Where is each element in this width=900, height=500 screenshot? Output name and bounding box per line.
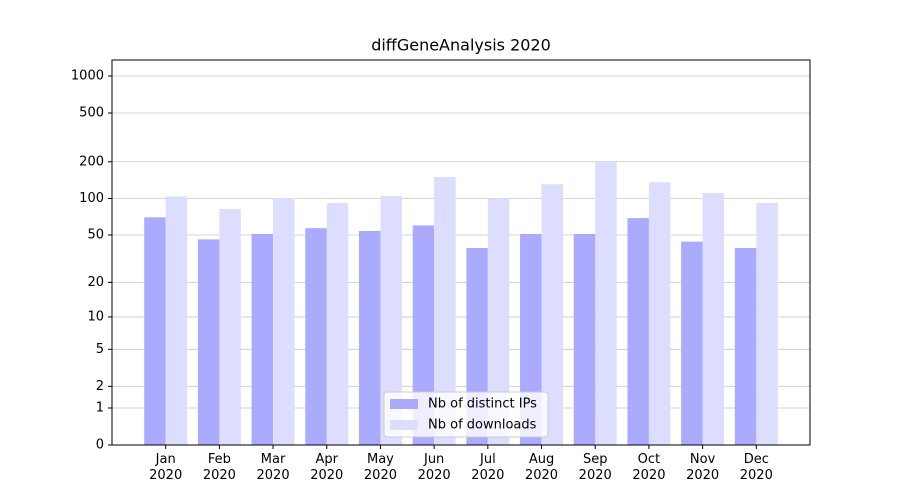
bar (648, 182, 671, 445)
x-tick-label: Jun 2020 (417, 452, 451, 483)
y-tick-label: 500 (79, 105, 104, 120)
bar (756, 202, 778, 445)
legend-box (383, 391, 549, 438)
bar (380, 195, 402, 445)
bar (219, 208, 241, 445)
bar (273, 197, 295, 445)
y-tick-label: 1000 (71, 69, 104, 84)
bar (165, 196, 188, 445)
bar (434, 177, 456, 445)
legend-swatch (390, 399, 418, 409)
bar (305, 228, 327, 445)
y-tick-label: 200 (79, 154, 104, 169)
bar (627, 218, 649, 445)
bar (702, 192, 725, 445)
y-tick-label: 20 (87, 275, 104, 290)
legend: Nb of distinct IPs Nb of downloads (383, 391, 549, 438)
x-tick-label: Sep 2020 (578, 452, 612, 483)
y-tick-label: 0 (96, 438, 104, 453)
y-tick-label: 2 (96, 379, 104, 394)
x-tick-label: Mar 2020 (256, 452, 290, 483)
bar (358, 230, 381, 445)
bar (412, 225, 435, 445)
x-tick-label: Apr 2020 (310, 452, 344, 483)
plot-frame (111, 59, 811, 446)
bar (251, 233, 274, 445)
y-tick-label: 1 (96, 400, 104, 415)
bar (681, 241, 703, 445)
y-tick-label: 10 (87, 309, 104, 324)
legend-swatch (390, 420, 418, 430)
x-tick-label: Aug 2020 (524, 452, 559, 483)
bar (541, 184, 564, 446)
bar (573, 233, 596, 445)
chart-title: diffGeneAnalysis 2020 (371, 36, 551, 55)
x-tick-label: Jul 2020 (471, 452, 505, 483)
x-tick-label: Jan 2020 (149, 452, 183, 483)
bar (197, 239, 220, 445)
x-tick-label: Oct 2020 (632, 452, 666, 483)
y-tick-label: 100 (79, 191, 104, 206)
bar (487, 198, 510, 445)
x-tick-label: May 2020 (363, 452, 397, 483)
bar (734, 247, 757, 445)
legend-label: Nb of distinct IPs (428, 397, 537, 412)
bar (144, 217, 166, 445)
legend-label: Nb of downloads (428, 418, 537, 433)
x-tick-label: Nov 2020 (686, 452, 720, 483)
y-tick-label: 5 (96, 342, 104, 357)
x-tick-label: Dec 2020 (739, 452, 773, 483)
bar (595, 162, 617, 445)
x-tick-label: Feb 2020 (202, 452, 236, 483)
bar (326, 202, 349, 445)
y-tick-label: 50 (87, 228, 104, 243)
